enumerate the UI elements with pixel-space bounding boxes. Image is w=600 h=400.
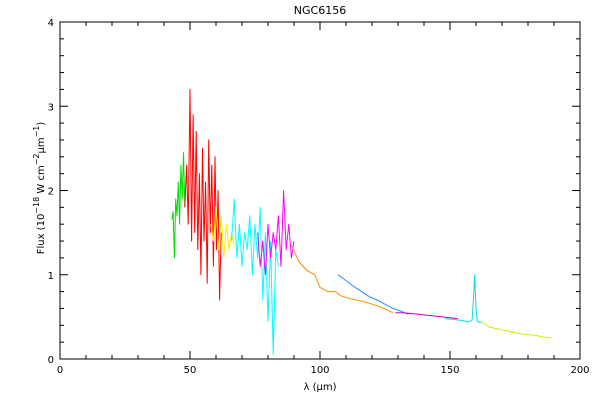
- y-axis-title-um: μm: [36, 137, 47, 153]
- axis-ticks: [59, 21, 581, 360]
- spectrum-series-10: [480, 320, 552, 339]
- spectrum-series-2: [184, 88, 222, 301]
- chart-title: NGC6156: [294, 4, 346, 17]
- plot-border: [59, 21, 581, 360]
- x-tick-label: 0: [57, 365, 63, 376]
- x-tick-label: 50: [184, 365, 197, 376]
- spectrum-series-9: [444, 274, 482, 324]
- y-axis-title-mid: W cm: [36, 165, 47, 196]
- y-axis-title-exp3: −1: [32, 126, 41, 138]
- x-axis-title: λ (μm): [303, 382, 336, 393]
- x-tick-label: 150: [440, 365, 459, 376]
- x-tick-label: 200: [570, 365, 589, 376]
- y-axis-title-exp2: −2: [32, 154, 41, 166]
- y-tick-label: 3: [48, 102, 54, 113]
- plot-frame: [59, 21, 581, 360]
- x-tick-label: 100: [310, 365, 329, 376]
- spectrum-series-5: [257, 190, 295, 276]
- spectrum-series-4: [231, 198, 279, 356]
- spectrum-series: [171, 88, 552, 356]
- y-tick-label: 4: [48, 18, 54, 29]
- axis-tick-labels: 0 50 100 150 200 0 1 2 3 4: [48, 18, 590, 376]
- y-tick-label: 2: [48, 187, 54, 198]
- spectrum-series-3: [210, 206, 235, 259]
- y-tick-label: 0: [48, 355, 54, 366]
- y-tick-label: 1: [48, 271, 54, 282]
- spectrum-series-7: [337, 274, 409, 315]
- spectrum-series-8: [395, 312, 458, 320]
- spectrum-series-6: [290, 245, 394, 314]
- y-axis-title: Flux (10−18 W cm−2μm−1): [32, 122, 47, 255]
- y-axis-title-main: Flux (10: [36, 214, 47, 255]
- y-axis-title-close: ): [36, 122, 47, 126]
- spectrum-series-1: [171, 152, 186, 259]
- y-axis-title-exp1: −18: [32, 197, 41, 214]
